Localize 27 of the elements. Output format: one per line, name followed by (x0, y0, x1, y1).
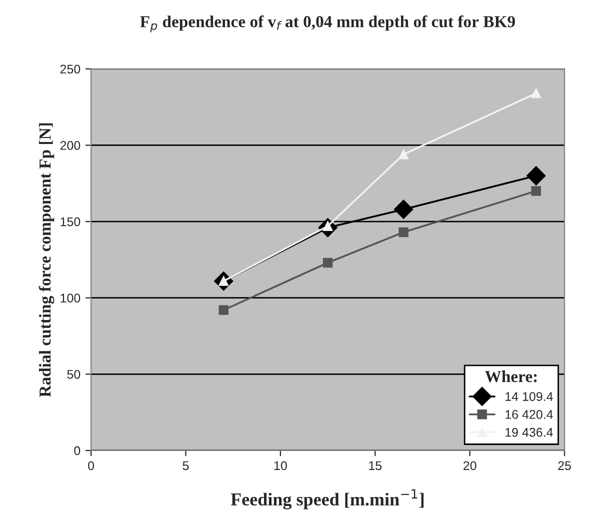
x-tick-label: 20 (463, 461, 476, 470)
legend-label: 14 109.4 (506, 392, 553, 401)
point (218, 305, 228, 315)
y-tick-label: 250 (60, 64, 80, 74)
legend-label: 16 420.4 (506, 410, 553, 419)
point (322, 258, 333, 268)
x-tick-label: 25 (558, 461, 571, 470)
legend-title: Where: (484, 370, 537, 382)
y-tick-label: 100 (60, 294, 80, 303)
point (394, 200, 414, 219)
point (531, 88, 541, 98)
x-tick-label: 10 (274, 461, 287, 470)
x-tick-label: 0 (88, 461, 94, 470)
legend-label: 19 436.4 (506, 428, 553, 437)
point (531, 186, 541, 196)
point (526, 166, 546, 186)
chart-title: F$_{p}$ dependence of v$_{f}$ at 0,04 mm depth of cut for BK9 (140, 15, 515, 32)
point (398, 227, 408, 238)
y-tick-label: 50 (67, 370, 80, 379)
x-axis-title: Feeding speed [m.min$^{−1}$] (230, 489, 424, 510)
y-axis-title: Radial cutting force component Fp [N] (38, 123, 54, 397)
y-tick-label: 150 (60, 217, 80, 226)
y-tick-label: 200 (60, 141, 80, 150)
point (398, 150, 408, 160)
x-tick-label: 5 (182, 461, 189, 470)
y-tick-label: 0 (74, 446, 80, 456)
x-tick-label: 15 (369, 461, 382, 470)
